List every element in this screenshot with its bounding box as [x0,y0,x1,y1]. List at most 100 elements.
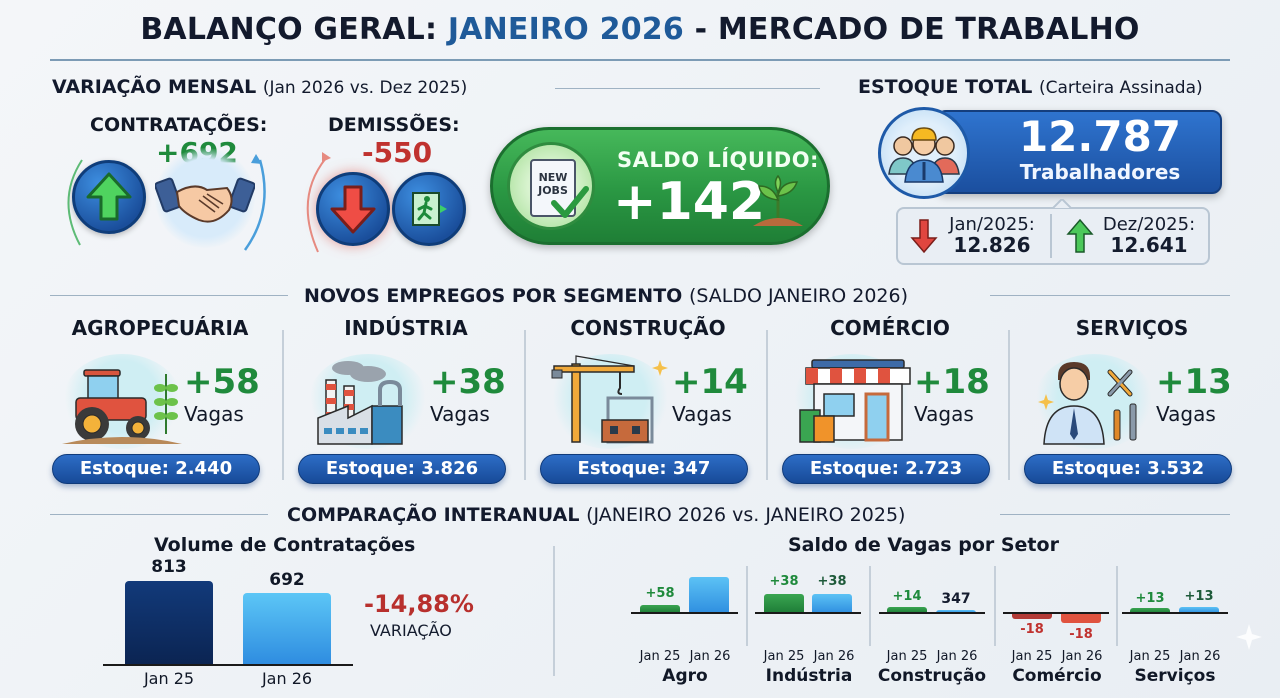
stock-heading: ESTOQUE TOTAL (Carteira Assinada) [858,76,1203,98]
servicos-jan25-value: +13 [1135,591,1165,606]
group-label-construcao: Construção [877,666,987,686]
segment-stock-badge: Estoque: 2.723 [782,454,990,484]
construcao-baseline [879,612,985,614]
clipboard-check-icon: NEW JOBS [507,142,595,230]
agro-jan25-bar [640,605,680,613]
construcao-jan25-bar [887,607,927,613]
x-label: Jan 25 [1129,649,1171,664]
handshake-icon [154,148,256,248]
x-label: Jan 26 [1179,649,1221,664]
title-divider [50,59,1230,61]
segment-card-servicos: SERVIÇOS +13 Vagas Estoque: 3.532 [1016,316,1248,486]
hires-volume-chart-title: Volume de Contratações [154,534,416,556]
industria-jan25-bar [764,594,804,613]
technician-tools-icon [1034,354,1154,449]
tractor-icon [62,354,182,449]
x-label: Jan 26 [936,649,978,664]
bar-jan26 [243,593,331,665]
industria-jan26-value: +38 [817,574,847,589]
arrow-up-icon [72,160,146,234]
prev-month-stock: Dez/2025: 12.641 [1102,214,1196,257]
title-part1: BALANÇO GERAL: [140,12,448,47]
page-title: BALANÇO GERAL: JANEIRO 2026 - MERCADO DE… [0,12,1280,47]
group-separator [869,566,871,646]
badge-line1: NEW [538,171,568,184]
sector-balance-chart-title: Saldo de Vagas por Setor [788,534,1059,556]
net-balance-label: SALDO LÍQUIDO: [617,148,819,172]
segment-stock-badge: Estoque: 3.532 [1024,454,1232,484]
crane-icon [550,354,670,449]
arrow-up-icon [1066,218,1094,253]
hires-label: CONTRATAÇÕES: [90,114,268,136]
x-label: Jan 25 [763,649,805,664]
arrow-down-icon [316,172,390,246]
segment-vagas-label: Vagas [1156,402,1216,426]
yoy-heading: COMPARAÇÃO INTERANUAL (JANEIRO 2026 vs. … [287,504,906,526]
servicos-jan26-value: +13 [1184,589,1214,604]
segments-divider-right [990,295,1230,296]
segment-stock-badge: Estoque: 2.440 [52,454,260,484]
workers-group-icon [878,107,970,199]
segments-divider-left [50,295,288,296]
yoy-divider-left [50,514,268,515]
segment-value: +18 [914,362,990,402]
construcao-jan26-value: 347 [941,591,971,607]
segment-vagas-label: Vagas [672,402,732,426]
stock-total-value: 12.787 [1018,112,1182,161]
x-label: Jan 25 [1011,649,1053,664]
segments-heading: NOVOS EMPREGOS POR SEGMENTO (SALDO JANEI… [304,285,909,307]
bar-value-jan25: 813 [151,557,187,577]
segment-title: AGROPECUÁRIA [71,316,249,340]
monthly-divider [555,88,820,89]
x-label: Jan 25 [886,649,928,664]
group-label-agro: Agro [662,666,708,686]
comercio-jan25-value: -18 [1020,622,1044,637]
segment-vagas-label: Vagas [914,402,974,426]
comercio-jan25-bar [1012,613,1052,619]
stock-total-card [936,110,1222,194]
servicos-jan25-bar [1130,608,1170,613]
exit-door-icon [392,172,466,246]
monthly-heading: VARIAÇÃO MENSAL (Jan 2026 vs. Dez 2025) [52,76,468,98]
segment-title: INDÚSTRIA [344,316,468,340]
comercio-jan26-value: -18 [1069,627,1093,642]
x-label-jan25: Jan 25 [143,669,195,688]
badge-line2: JOBS [538,184,568,197]
agro-baseline [631,612,738,614]
segment-card-agro: AGROPECUÁRIA +58 Vagas Estoque: 2.440 [44,316,276,486]
group-label-industria: Indústria [765,666,853,686]
bar-jan25 [125,581,213,665]
variation-value: -14,88% [364,590,474,618]
group-separator [994,566,996,646]
x-label-jan26: Jan 26 [261,669,313,688]
segment-card-industria: INDÚSTRIA +38 Vagas Estoque: 3.826 [290,316,522,486]
segment-separator [524,330,526,480]
chart-separator [553,546,555,676]
comparison-divider [1050,214,1052,258]
group-label-comercio: Comércio [1012,666,1102,686]
segment-vagas-label: Vagas [184,402,244,426]
industria-baseline [755,612,861,614]
callout-pointer [1052,199,1072,209]
net-balance-card: NEW JOBS SALDO LÍQUIDO: +142 [490,127,830,245]
sprout-icon [753,174,803,226]
industria-jan25-value: +38 [769,574,799,589]
construcao-jan26-bar [936,610,976,613]
fires-value: -550 [362,136,433,169]
group-separator [746,566,748,646]
x-label: Jan 26 [813,649,855,664]
segment-stock-badge: Estoque: 347 [540,454,748,484]
decline-arc-icon [306,152,331,253]
segment-separator [282,330,284,480]
agro-jan26-bar [689,577,729,613]
x-label: Jan 26 [689,649,731,664]
segment-value: +38 [430,362,506,402]
segment-vagas-label: Vagas [430,402,490,426]
agro-jan25-value: +58 [645,586,675,601]
segment-value: +58 [184,362,260,402]
group-label-servicos: Serviços [1134,666,1216,686]
variation-label: VARIAÇÃO [370,621,452,640]
yoy-divider-right [1000,514,1230,515]
chart-baseline [103,664,353,666]
prev-year-stock: Jan/2025: 12.826 [949,214,1035,257]
